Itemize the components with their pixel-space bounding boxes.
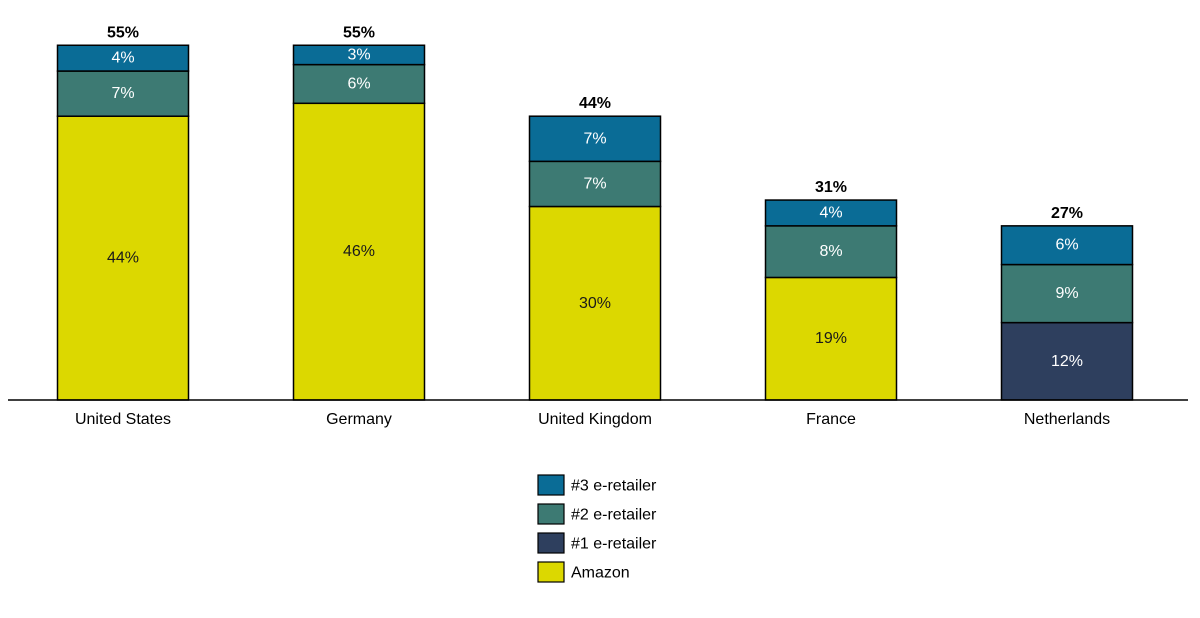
data-label-netherlands-2-e-retailer: 9% bbox=[1055, 285, 1078, 302]
data-label-netherlands-3-e-retailer: 6% bbox=[1055, 237, 1078, 254]
data-label-united-kingdom-3-e-retailer: 7% bbox=[583, 130, 606, 147]
bar-segment-france-2-e-retailer bbox=[764, 225, 898, 279]
category-label-united-kingdom: United Kingdom bbox=[538, 411, 652, 428]
total-label-netherlands: 27% bbox=[1051, 205, 1083, 222]
legend-label-amazon: Amazon bbox=[571, 565, 630, 582]
total-label-germany: 55% bbox=[343, 24, 375, 41]
data-label-united-states-3-e-retailer: 4% bbox=[111, 50, 134, 67]
data-label-netherlands-1-e-retailer: 12% bbox=[1051, 353, 1083, 370]
total-label-france: 31% bbox=[815, 179, 847, 196]
category-labels-group: United States Germany United Kingdom France… bbox=[75, 411, 1110, 428]
bar-segment-germany-3-e-retailer bbox=[292, 44, 426, 66]
bars-group: 44% 7% 4% 46% 6% 3% 30% 7% 7% 19% 8% 4% 12% 9% 6% bbox=[56, 44, 1134, 401]
bar-segment-germany-2-e-retailer bbox=[292, 63, 426, 105]
bar-segment-france-3-e-retailer bbox=[764, 199, 898, 227]
data-label-france-2-e-retailer: 8% bbox=[819, 243, 842, 260]
bar-segment-france-amazon bbox=[764, 276, 898, 401]
category-label-united-states: United States bbox=[75, 411, 171, 428]
data-label-united-states-amazon: 44% bbox=[107, 250, 139, 267]
legend-swatch-3-e-retailer bbox=[537, 474, 565, 496]
legend: #3 e-retailer #2 e-retailer #1 e-retailer A… bbox=[537, 474, 657, 583]
legend-swatch-amazon bbox=[537, 561, 565, 583]
bar-segment-united-states-3-e-retailer bbox=[56, 44, 190, 72]
bar-segment-united-kingdom-3-e-retailer bbox=[528, 115, 662, 163]
total-labels-group: 55% 55% 44% 31% 27% bbox=[107, 24, 1083, 222]
legend-label-3-e-retailer: #3 e-retailer bbox=[571, 478, 657, 495]
data-label-united-states-2-e-retailer: 7% bbox=[111, 85, 134, 102]
data-label-france-3-e-retailer: 4% bbox=[819, 204, 842, 221]
bar-segment-netherlands-3-e-retailer bbox=[1000, 225, 1134, 266]
data-label-france-amazon: 19% bbox=[815, 330, 847, 347]
bar-segment-united-states-amazon bbox=[56, 115, 190, 401]
legend-label-1-e-retailer: #1 e-retailer bbox=[571, 536, 657, 553]
bar-segment-netherlands-2-e-retailer bbox=[1000, 263, 1134, 324]
data-label-germany-amazon: 46% bbox=[343, 243, 375, 260]
bar-segment-united-states-2-e-retailer bbox=[56, 70, 190, 117]
category-label-france: France bbox=[806, 411, 856, 428]
data-label-united-kingdom-amazon: 30% bbox=[579, 295, 611, 312]
legend-swatch-1-e-retailer bbox=[537, 532, 565, 554]
category-label-germany: Germany bbox=[326, 411, 392, 428]
data-label-united-kingdom-2-e-retailer: 7% bbox=[583, 175, 606, 192]
data-label-germany-2-e-retailer: 6% bbox=[347, 75, 370, 92]
legend-label-2-e-retailer: #2 e-retailer bbox=[571, 507, 657, 524]
total-label-united-states: 55% bbox=[107, 24, 139, 41]
total-label-united-kingdom: 44% bbox=[579, 95, 611, 112]
legend-swatch-2-e-retailer bbox=[537, 503, 565, 525]
data-label-germany-3-e-retailer: 3% bbox=[347, 46, 370, 63]
category-label-netherlands: Netherlands bbox=[1024, 411, 1110, 428]
